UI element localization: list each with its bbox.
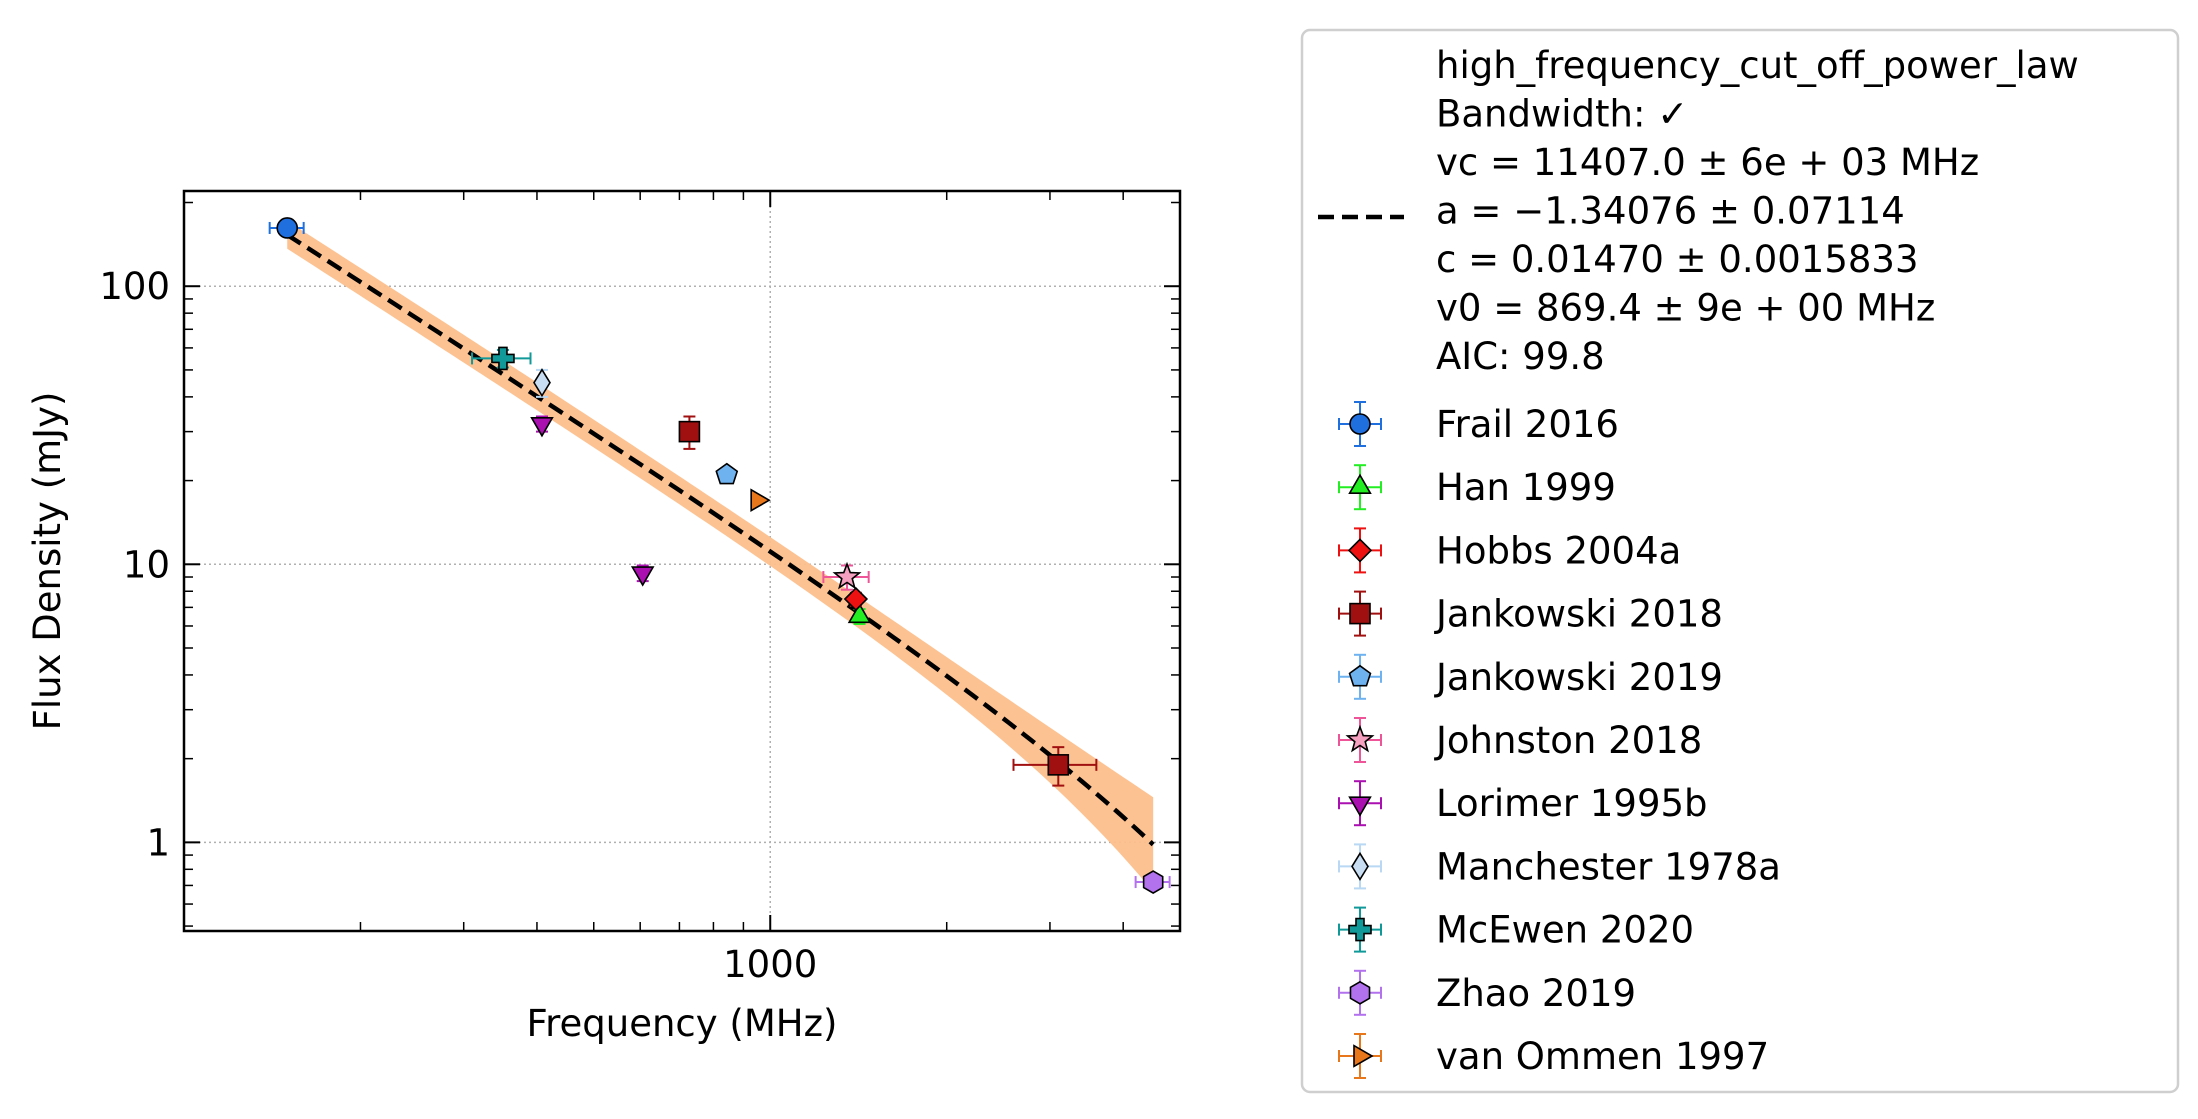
series-lorimer-1995b [530, 415, 655, 587]
data-point [843, 586, 869, 612]
data-point [1047, 754, 1070, 776]
data-point [832, 561, 862, 590]
legend-entry: Zhao 2019 [1338, 969, 1636, 1016]
y-tick-label: 10 [123, 543, 170, 586]
legend-label: McEwen 2020 [1436, 909, 1694, 952]
legend-label: Han 1999 [1436, 466, 1616, 509]
data-point [678, 420, 701, 443]
plot-frame [182, 189, 1182, 933]
fit-line [286, 232, 1155, 847]
legend-fit-text: a = −1.34076 ± 0.07114 [1436, 190, 1905, 233]
fit-curve [286, 220, 1155, 892]
legend-entry: Johnston 2018 [1338, 717, 1702, 763]
legend: high_frequency_cut_off_power_law Bandwidt… [1300, 28, 2180, 1094]
legend-marker [1348, 664, 1372, 687]
legend-fit-text: c = 0.01470 ± 0.0015833 [1436, 238, 1918, 281]
grid [184, 191, 1180, 931]
legend-label: Johnston 2018 [1434, 719, 1702, 762]
axis-ticks [184, 191, 1180, 931]
legend-entry: Han 1999 [1338, 464, 1616, 511]
legend-label: Jankowski 2019 [1434, 656, 1723, 699]
legend-fit-text: AIC: 99.8 [1436, 335, 1605, 378]
legend-marker [1348, 473, 1372, 495]
data-point [1142, 870, 1164, 894]
legend-entry: Manchester 1978a [1338, 843, 1781, 890]
legend-marker [1351, 851, 1369, 881]
series-jankowski-2018 [678, 415, 1098, 787]
legend-label: Lorimer 1995b [1436, 782, 1708, 825]
legend-entry: Jankowski 2019 [1338, 653, 1723, 700]
data-point [276, 217, 299, 239]
legend-marker [1345, 724, 1375, 753]
legend-fit-text: Bandwidth: ✓ [1436, 93, 1688, 136]
data-point [750, 488, 771, 512]
data-point [715, 462, 739, 485]
legend-frame [1300, 28, 2180, 1094]
y-tick-label: 100 [99, 265, 170, 308]
series-hobbs-2004a [843, 586, 869, 612]
tick-labels: 1000 1 10 100 [99, 265, 817, 986]
legend-marker [1348, 796, 1372, 817]
series-johnston-2018 [822, 561, 870, 591]
legend-fit-text: high_frequency_cut_off_power_law [1436, 44, 2079, 87]
x-tick-label: 1000 [723, 943, 817, 986]
legend-series-entries: Frail 2016 Han 1999 Hobbs 2004a Jankowski 2… [1338, 401, 1781, 1079]
legend-entry: Lorimer 1995b [1338, 780, 1708, 827]
series-van-ommen-1997 [750, 488, 771, 512]
legend-entry: Hobbs 2004a [1338, 527, 1681, 574]
legend-marker [1348, 917, 1372, 942]
legend-marker [1349, 602, 1371, 625]
data-point [491, 346, 515, 371]
x-axis-label: Frequency (MHz) [527, 1002, 838, 1045]
legend-label: Jankowski 2018 [1434, 593, 1723, 636]
legend-marker [1349, 413, 1371, 435]
data-point [630, 566, 655, 587]
data-point [847, 602, 872, 624]
data-point [530, 417, 554, 438]
series-jankowski-2019 [715, 462, 739, 485]
legend-entry: Frail 2016 [1338, 401, 1619, 447]
legend-marker [1353, 1044, 1374, 1068]
y-axis-label: Flux Density (mJy) [26, 392, 69, 731]
legend-label: Hobbs 2004a [1436, 529, 1681, 572]
legend-marker [1349, 980, 1371, 1005]
legend-entry: van Ommen 1997 [1338, 1033, 1769, 1079]
series-manchester-1978a [533, 368, 551, 398]
legend-fit-text: vc = 11407.0 ± 6e + 03 MHz [1436, 141, 1979, 184]
data-points [268, 217, 1171, 894]
legend-label: van Ommen 1997 [1436, 1035, 1769, 1078]
y-tick-label: 1 [146, 821, 170, 864]
data-point [533, 368, 551, 398]
series-frail-2016 [268, 217, 305, 239]
legend-fit-entry: high_frequency_cut_off_power_law Bandwidt… [1318, 44, 2079, 378]
legend-label: Frail 2016 [1436, 403, 1619, 446]
legend-fit-text: v0 = 869.4 ± 9e + 00 MHz [1436, 287, 1935, 330]
fit-uncertainty-band [287, 220, 1154, 892]
legend-marker [1347, 538, 1373, 563]
legend-label: Manchester 1978a [1436, 845, 1781, 888]
legend-label: Zhao 2019 [1436, 972, 1636, 1015]
series-zhao-2019 [1134, 870, 1171, 894]
legend-entry: McEwen 2020 [1338, 906, 1694, 953]
series-mcewen-2020 [471, 346, 532, 371]
legend-entry: Jankowski 2018 [1338, 590, 1723, 637]
